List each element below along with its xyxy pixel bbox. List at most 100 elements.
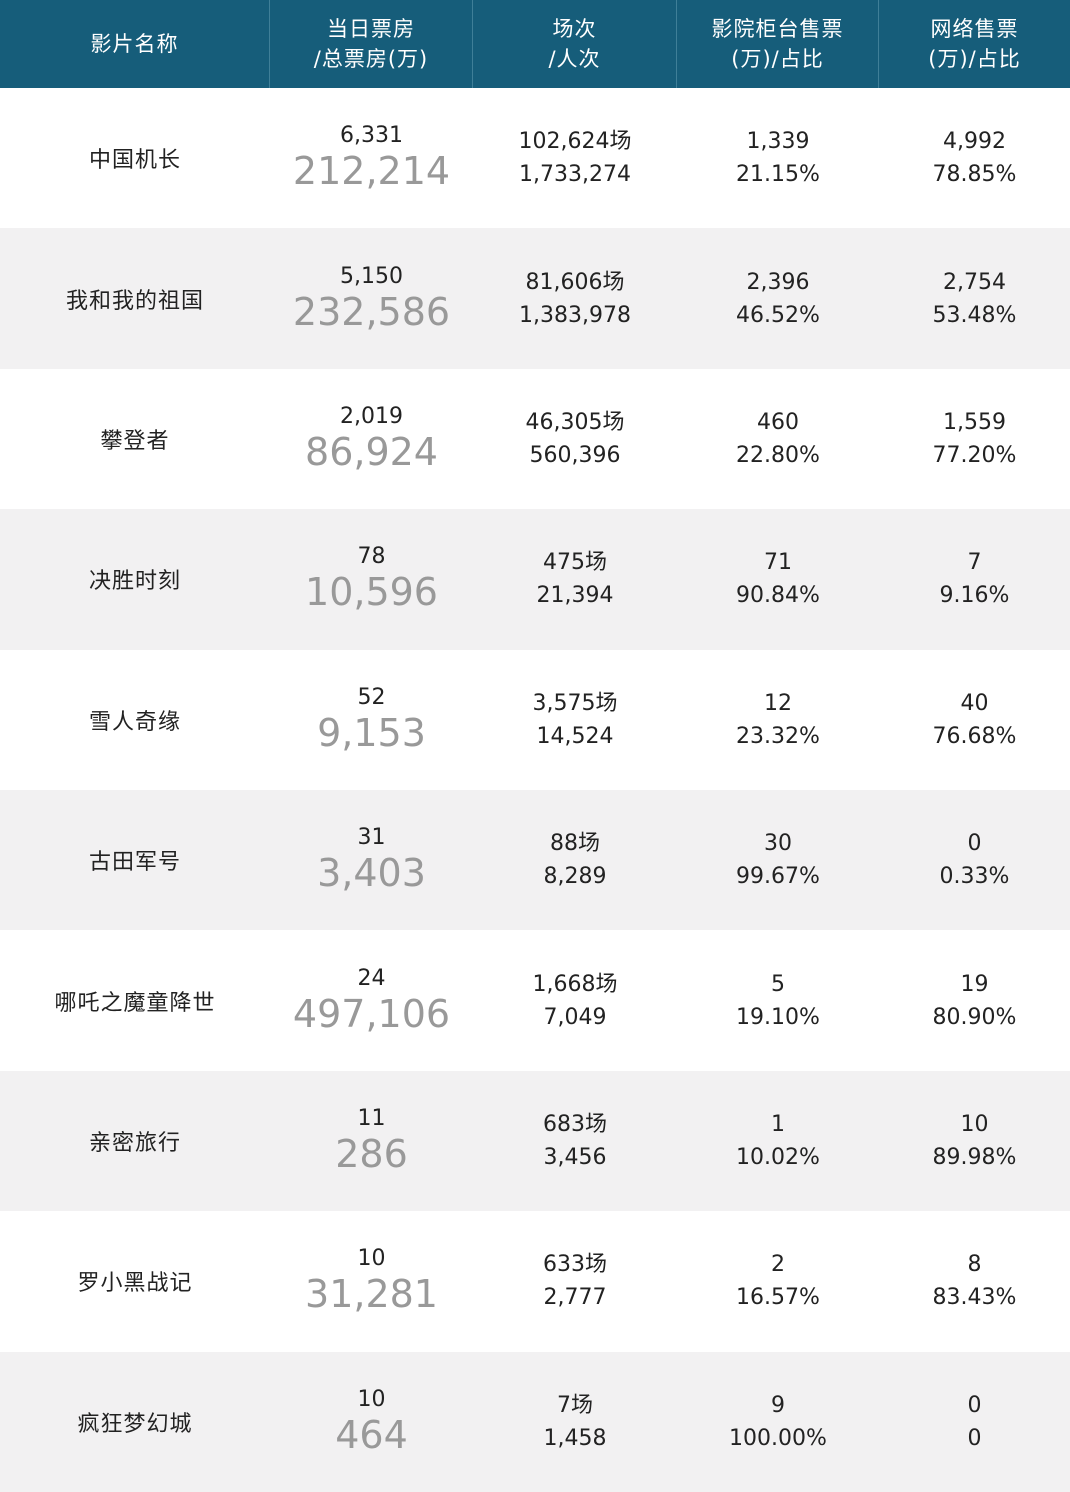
admissions: 1,733,274 [519, 162, 631, 188]
daily-box-office: 2,019 [340, 403, 403, 429]
box-office-cell: 10 464 [270, 1352, 473, 1492]
daily-box-office: 10 [357, 1246, 386, 1272]
online-sales-cell: 40 76.68% [879, 650, 1070, 790]
table-row: 中国机长 6,331 212,214 102,624场 1,733,274 1,339 21… [0, 88, 1070, 229]
admissions: 2,777 [543, 1285, 607, 1311]
counter-sales: 2 [771, 1252, 785, 1278]
film-name: 决胜时刻 [88, 569, 181, 595]
header-counter-line2: (万)/占比 [731, 47, 824, 71]
counter-share: 16.57% [736, 1285, 820, 1311]
header-shows: 场次 /人次 [473, 0, 677, 88]
total-box-office: 497,106 [292, 991, 451, 1036]
box-office-cell: 5,150 232,586 [270, 228, 473, 368]
online-sales: 10 [960, 1111, 989, 1137]
shows-cell: 46,305场 560,396 [473, 369, 677, 509]
admissions: 21,394 [536, 583, 614, 609]
show-count: 1,668场 [532, 971, 618, 997]
counter-share: 10.02% [736, 1144, 820, 1170]
online-sales: 1,559 [943, 409, 1006, 435]
online-share: 53.48% [932, 302, 1017, 328]
film-name: 哪吒之魔童降世 [54, 990, 216, 1016]
daily-box-office: 5,150 [340, 263, 403, 289]
box-office-cell: 10 31,281 [270, 1211, 473, 1351]
online-sales-cell: 10 89.98% [879, 1071, 1070, 1211]
show-count: 88场 [550, 831, 600, 857]
online-sales: 4,992 [943, 129, 1006, 155]
header-film-name-label: 影片名称 [90, 32, 179, 56]
shows-cell: 7场 1,458 [473, 1352, 677, 1492]
daily-box-office: 78 [357, 544, 386, 570]
header-shows-line2: /人次 [548, 47, 601, 71]
daily-box-office: 24 [357, 965, 386, 991]
online-share: 9.16% [939, 583, 1010, 609]
header-online-sales: 网络售票 (万)/占比 [879, 0, 1070, 88]
film-name: 古田军号 [88, 850, 181, 876]
film-name-cell: 攀登者 [0, 369, 270, 509]
counter-share: 21.15% [736, 162, 820, 188]
counter-sales-cell: 71 90.84% [677, 509, 879, 649]
total-box-office: 31,281 [305, 1272, 438, 1317]
counter-share: 19.10% [736, 1004, 820, 1030]
table-row: 亲密旅行 11 286 683场 3,456 1 10.02% 10 89.98% [0, 1070, 1070, 1212]
admissions: 14,524 [536, 723, 614, 749]
table-row: 疯狂梦幻城 10 464 7场 1,458 9 100.00% 0 0 [0, 1351, 1070, 1492]
header-box-office-line1: 当日票房 [327, 17, 415, 41]
table-row: 罗小黑战记 10 31,281 633场 2,777 2 16.57% 8 83.43% [0, 1211, 1070, 1352]
header-box-office-line2: /总票房(万) [313, 47, 429, 71]
film-name-cell: 决胜时刻 [0, 509, 270, 649]
admissions: 1,383,978 [519, 302, 631, 328]
header-online-line2: (万)/占比 [928, 47, 1021, 71]
counter-sales: 1,339 [746, 129, 810, 155]
total-box-office: 10,596 [305, 570, 438, 615]
counter-share: 46.52% [736, 302, 820, 328]
table-header: 影片名称 当日票房 /总票房(万) 场次 /人次 影院柜台售票 (万)/占比 网… [0, 0, 1070, 88]
film-name-cell: 我和我的祖国 [0, 228, 270, 368]
online-share: 83.43% [932, 1285, 1017, 1311]
counter-sales-cell: 2,396 46.52% [677, 228, 879, 368]
counter-sales: 30 [764, 831, 792, 857]
counter-share: 90.84% [736, 583, 820, 609]
online-sales-cell: 2,754 53.48% [879, 228, 1070, 368]
online-sales-cell: 7 9.16% [879, 509, 1070, 649]
online-sales: 0 [967, 1392, 982, 1418]
box-office-cell: 24 497,106 [270, 930, 473, 1070]
total-box-office: 464 [335, 1412, 408, 1457]
table-row: 决胜时刻 78 10,596 475场 21,394 71 90.84% 7 9.16% [0, 509, 1070, 650]
online-sales: 2,754 [943, 269, 1006, 295]
counter-sales: 460 [757, 409, 799, 435]
shows-cell: 1,668场 7,049 [473, 930, 677, 1070]
daily-box-office: 31 [357, 825, 386, 851]
film-name: 中国机长 [88, 148, 181, 174]
film-name-cell: 古田军号 [0, 790, 270, 930]
header-counter-line1: 影院柜台售票 [711, 17, 844, 41]
counter-sales-cell: 460 22.80% [677, 369, 879, 509]
film-name: 疯狂梦幻城 [77, 1411, 193, 1437]
admissions: 8,289 [543, 864, 607, 890]
online-share: 0 [967, 1425, 982, 1451]
online-share: 80.90% [932, 1004, 1017, 1030]
shows-cell: 102,624场 1,733,274 [473, 88, 677, 228]
counter-sales: 9 [771, 1392, 785, 1418]
box-office-cell: 11 286 [270, 1071, 473, 1211]
film-name: 我和我的祖国 [65, 288, 204, 314]
daily-box-office: 11 [357, 1105, 386, 1131]
counter-sales: 5 [771, 971, 785, 997]
shows-cell: 633场 2,777 [473, 1211, 677, 1351]
online-sales: 0 [967, 831, 982, 857]
film-name: 雪人奇缘 [88, 709, 181, 735]
counter-sales-cell: 9 100.00% [677, 1352, 879, 1492]
shows-cell: 683场 3,456 [473, 1071, 677, 1211]
online-sales: 8 [967, 1252, 982, 1278]
counter-sales: 71 [764, 550, 792, 576]
box-office-cell: 2,019 86,924 [270, 369, 473, 509]
film-name-cell: 雪人奇缘 [0, 650, 270, 790]
admissions: 560,396 [529, 442, 621, 468]
show-count: 81,606场 [525, 269, 625, 295]
online-share: 0.33% [939, 864, 1010, 890]
counter-sales: 2,396 [746, 269, 810, 295]
show-count: 102,624场 [518, 129, 632, 155]
total-box-office: 9,153 [317, 710, 426, 755]
counter-sales-cell: 5 19.10% [677, 930, 879, 1070]
admissions: 7,049 [543, 1004, 607, 1030]
online-share: 76.68% [932, 723, 1017, 749]
